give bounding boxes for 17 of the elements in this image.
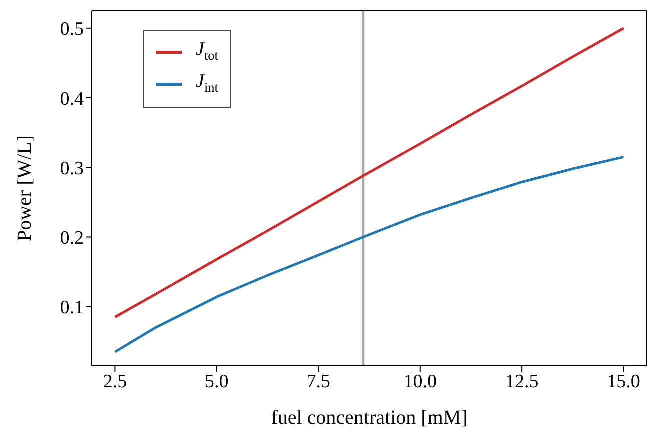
x-tick-label: 5.0 <box>205 371 229 392</box>
x-tick-label: 7.5 <box>306 371 331 392</box>
x-tick-label: 2.5 <box>103 371 128 392</box>
y-tick-label: 0.2 <box>60 228 84 249</box>
y-tick-label: 0.4 <box>60 88 84 110</box>
y-tick-label: 0.3 <box>60 158 84 180</box>
y-tick-label: 0.5 <box>60 19 84 40</box>
x-axis-title: fuel concentration [mM] <box>271 407 468 429</box>
x-tick-label: 10.0 <box>404 371 437 392</box>
line-series <box>114 27 626 319</box>
y-axis-title: Power [W/L] <box>14 135 36 242</box>
x-tick-label: 12.5 <box>505 371 539 392</box>
x-tick-label: 15.0 <box>607 371 640 392</box>
y-tick-label: 0.1 <box>60 298 84 319</box>
legend-label: J$_{int}$ <box>196 70 218 97</box>
line-series <box>114 156 626 354</box>
legend-label: J$_{tot}$ <box>196 38 218 65</box>
